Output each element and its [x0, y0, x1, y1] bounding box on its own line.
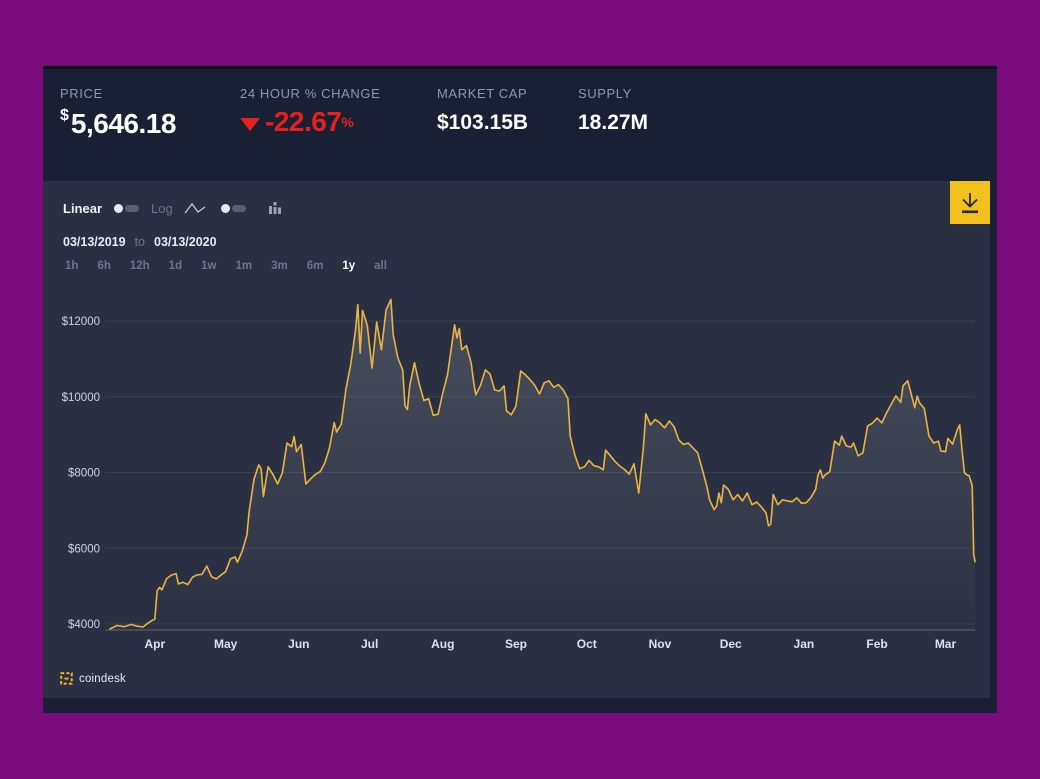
- time-range-buttons: 1h 6h 12h 1d 1w 1m 3m 6m 1y all: [65, 260, 406, 272]
- toggle-track: [231, 204, 246, 212]
- stat-market-cap: MARKET CAP $103.15B: [437, 86, 528, 135]
- line-chart-icon[interactable]: [183, 201, 207, 216]
- x-axis-label: Oct: [577, 637, 597, 651]
- range-1y[interactable]: 1y: [342, 260, 356, 272]
- x-axis-label: Jan: [794, 637, 815, 651]
- x-axis-label: Nov: [649, 637, 672, 651]
- supply-label: SUPPLY: [578, 86, 632, 101]
- range-1d[interactable]: 1d: [168, 260, 183, 272]
- change-label: 24 HOUR % CHANGE: [240, 86, 381, 101]
- date-separator: to: [134, 235, 145, 249]
- price-value: $5,646.18: [60, 107, 177, 140]
- linear-scale-label[interactable]: Linear: [63, 200, 103, 216]
- supply-value: 18.27M: [578, 111, 649, 134]
- stat-24h-change: 24 HOUR % CHANGE -22.67%: [240, 86, 380, 138]
- price-label: PRICE: [60, 86, 103, 101]
- toggle-knob: [114, 203, 124, 213]
- chart-panel: Linear Log: [43, 181, 990, 698]
- range-12h[interactable]: 12h: [129, 260, 150, 272]
- coindesk-icon: [60, 672, 73, 685]
- range-6m[interactable]: 6m: [306, 260, 324, 272]
- x-axis-label: Feb: [866, 637, 887, 651]
- bar-chart-icon[interactable]: [268, 200, 282, 216]
- range-1w[interactable]: 1w: [201, 260, 217, 272]
- toggle-track: [125, 204, 140, 212]
- x-axis-label: Sep: [505, 637, 527, 651]
- x-axis-label: Dec: [720, 637, 742, 651]
- percent-sign: %: [341, 114, 354, 130]
- market-cap-label: MARKET CAP: [437, 86, 528, 101]
- x-axis-label: Mar: [935, 637, 957, 651]
- x-axis-label: Aug: [431, 637, 454, 651]
- x-axis-label: Jun: [288, 637, 309, 651]
- change-value: -22.67%: [240, 106, 380, 138]
- scale-controls: Linear Log: [63, 200, 284, 216]
- y-axis-label: $10000: [62, 392, 100, 404]
- x-axis-label: Apr: [145, 637, 166, 651]
- change-amount: -22.67: [265, 106, 342, 137]
- range-1m[interactable]: 1m: [235, 260, 253, 272]
- down-arrow-icon: [240, 117, 260, 131]
- stat-supply: SUPPLY 18.27M: [578, 86, 648, 135]
- y-axis-label: $4000: [68, 619, 100, 631]
- y-axis-label: $6000: [68, 543, 100, 555]
- date-to-input[interactable]: 03/13/2020: [154, 235, 217, 249]
- market-cap-value: $103.15B: [437, 111, 529, 134]
- range-3m[interactable]: 3m: [271, 260, 288, 272]
- price-amount: 5,646.18: [70, 108, 177, 139]
- range-1h[interactable]: 1h: [65, 260, 79, 272]
- download-button[interactable]: [950, 181, 990, 224]
- scale-toggle[interactable]: [114, 203, 140, 213]
- x-axis-label: Jul: [361, 637, 378, 651]
- price-widget-panel: PRICE $5,646.18 24 HOUR % CHANGE -22.67%…: [43, 66, 997, 713]
- stats-header: PRICE $5,646.18 24 HOUR % CHANGE -22.67%…: [43, 69, 997, 178]
- y-axis-label: $12000: [62, 316, 100, 328]
- range-6h[interactable]: 6h: [97, 260, 111, 272]
- price-line: [109, 298, 976, 630]
- price-chart[interactable]: $4000 $6000 $8000 $10000 $12000 Apr May Jun Jul A…: [43, 181, 990, 698]
- price-area-fill: [110, 299, 975, 630]
- dollar-sign: $: [60, 107, 69, 124]
- range-all[interactable]: all: [374, 260, 387, 272]
- date-range: 03/13/2019 to 03/13/2020: [63, 235, 217, 249]
- coindesk-wordmark: coindesk: [79, 672, 126, 685]
- date-from-input[interactable]: 03/13/2019: [63, 235, 126, 249]
- coindesk-logo[interactable]: coindesk: [60, 672, 126, 685]
- x-axis-label: May: [214, 637, 238, 651]
- y-axis-label: $8000: [68, 468, 100, 480]
- download-icon: [962, 192, 978, 213]
- log-scale-label[interactable]: Log: [151, 200, 173, 216]
- chart-type-toggle[interactable]: [220, 203, 246, 213]
- toggle-knob: [220, 203, 230, 213]
- stat-price: PRICE $5,646.18: [60, 86, 176, 140]
